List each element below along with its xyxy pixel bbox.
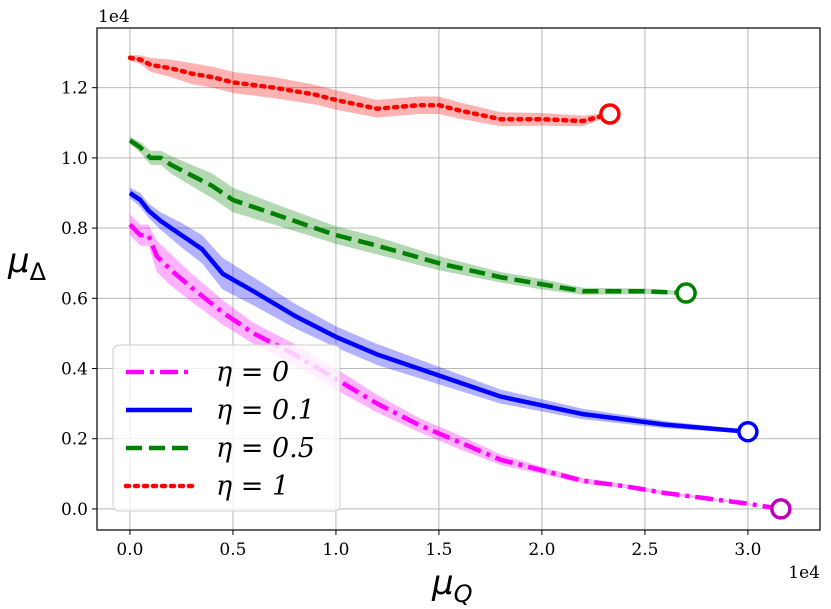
y-axis-multiplier: 1e4	[98, 7, 130, 27]
plot-frame	[96, 27, 821, 531]
legend-box	[112, 344, 341, 512]
legend-label-series-0: η = 0	[216, 357, 289, 388]
y-tick-label: 0.2	[61, 430, 88, 450]
y-tick-label: 0.6	[61, 289, 88, 309]
y-tick-label: 0.4	[61, 360, 88, 380]
x-tick-label: 2.5	[631, 540, 658, 560]
y-tick-label: 0.0	[61, 500, 88, 520]
line-series-2	[128, 138, 687, 296]
line-series-3	[127, 55, 613, 124]
line-series-1	[128, 191, 749, 434]
x-tick-label: 0.0	[116, 540, 143, 560]
grid	[97, 28, 820, 530]
endpoint-marker-series-1	[737, 420, 759, 443]
series-lines	[127, 55, 782, 512]
y-tick-label: 1.0	[61, 149, 88, 169]
legend-label-series-3: η = 1	[216, 471, 289, 502]
legend: η = 0 η = 0.1 η = 0.5 η = 1	[112, 344, 341, 512]
x-tick-label: 2.0	[528, 540, 555, 560]
endpoint-marker-series-2	[675, 282, 697, 304]
endpoint-marker-series-3	[599, 103, 621, 125]
x-tick-label: 3.0	[734, 540, 761, 560]
band-series-1	[129, 187, 748, 434]
line-series-0	[128, 223, 782, 512]
x-axis-multiplier: 1e4	[788, 563, 820, 583]
legend-label-series-1: η = 0.1	[216, 395, 315, 426]
y-tick-label: 1.2	[61, 79, 88, 99]
endpoint-markers	[599, 103, 792, 520]
endpoint-marker-series-0	[770, 498, 792, 520]
legend-label-series-2: η = 0.5	[216, 433, 315, 464]
x-tick-label: 1.0	[322, 540, 349, 560]
x-tick-label: 1.5	[425, 540, 452, 560]
x-tick-label: 0.5	[219, 540, 246, 560]
y-tick-label: 0.8	[61, 219, 88, 239]
axis-ticks: 0.0 0.5 1.0 1.5 2.0 2.5 3.0 0.0 0.2 0.4 0.6 0.8 1.0 1…	[61, 79, 761, 560]
